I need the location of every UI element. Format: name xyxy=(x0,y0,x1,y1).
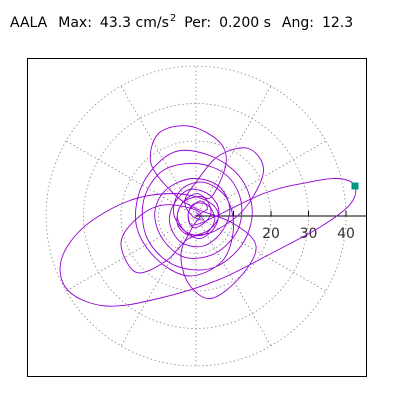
ang-value: 12.3 xyxy=(321,15,354,31)
per-label: Per: xyxy=(184,15,212,31)
x-tick-label-20: 20 xyxy=(262,226,280,242)
grid-spoke-210 xyxy=(65,215,197,292)
trace-layer xyxy=(59,125,357,307)
grid-spoke-120 xyxy=(120,85,197,217)
axis-layer: 20 30 40 xyxy=(196,211,367,242)
grid-spoke-240 xyxy=(120,215,197,347)
plot-frame xyxy=(27,58,367,377)
max-value: 43.3 cm/s xyxy=(99,15,169,31)
grid-spoke-330 xyxy=(195,215,327,292)
chart-header: AALA Max: 43.3 cm/s2 Per: 0.200 s Ang: 12.3 xyxy=(10,13,354,31)
grid-spoke-30 xyxy=(195,140,327,217)
grid-spoke-150 xyxy=(65,140,197,217)
motion-trace xyxy=(59,125,357,307)
max-exponent: 2 xyxy=(169,13,177,24)
ang-label: Ang: xyxy=(281,15,314,31)
per-value: 0.200 s xyxy=(219,15,271,31)
peak-marker xyxy=(351,182,359,190)
max-label: Max: xyxy=(58,15,92,31)
station-code: AALA xyxy=(10,15,48,31)
grid-spoke-300 xyxy=(195,215,272,347)
x-tick-label-40: 40 xyxy=(337,226,355,242)
marker-layer xyxy=(351,182,359,190)
